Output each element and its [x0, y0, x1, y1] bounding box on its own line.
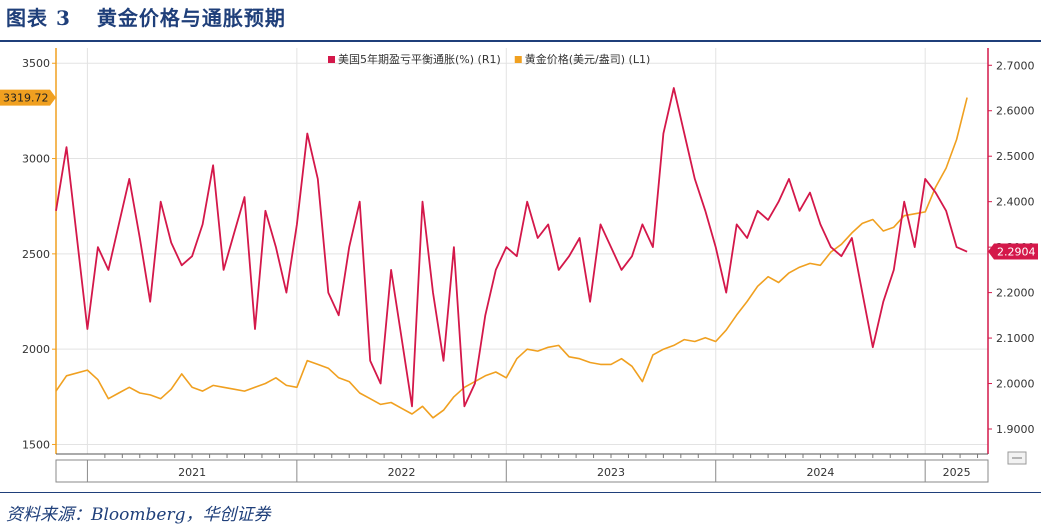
gold-last-value: 3319.72 — [3, 92, 49, 105]
right-tick-label: 2.2000 — [996, 287, 1035, 300]
right-tick-label: 2.5000 — [996, 150, 1035, 163]
left-axis: 1500 2000 2500 3000 3500 — [22, 48, 57, 454]
gold-price-line — [55, 97, 968, 419]
figure-number: 3 — [56, 6, 71, 30]
left-tick-label: 3000 — [22, 153, 50, 166]
left-tick-label: 1500 — [22, 438, 50, 451]
series-layer — [55, 87, 968, 419]
x-tick-label: 2022 — [388, 466, 416, 479]
right-tick-label: 2.1000 — [996, 332, 1035, 345]
source-note: 资料来源：Bloomberg，华创证券 — [6, 505, 271, 525]
inflation-last-value-tag — [988, 243, 1038, 260]
chart: 1500 2000 2500 3000 3500 1.9000 2.0000 2.1000 2… — [0, 48, 1038, 483]
left-tick-label: 2500 — [22, 248, 50, 261]
inflation-expectation-line — [55, 87, 968, 408]
x-tick-label: 2023 — [597, 466, 625, 479]
legend: 美国5年期盈亏平衡通胀(%) (R1) 黄金价格(美元/盎司) (L1) — [328, 52, 650, 66]
right-tick-label: 2.0000 — [996, 378, 1035, 391]
plot-area — [56, 48, 988, 464]
top-rule — [0, 40, 1041, 42]
x-tick-label: 2025 — [943, 466, 971, 479]
bottom-rule — [0, 492, 1041, 493]
grid — [56, 48, 988, 454]
x-tick-label: 2024 — [806, 466, 834, 479]
right-tick-label: 2.4000 — [996, 196, 1035, 209]
left-tick-label: 2000 — [22, 343, 50, 356]
right-tick-label: 2.6000 — [996, 105, 1035, 118]
figure-title-text: 黄金价格与通胀预期 — [96, 6, 286, 30]
x-axis: 2021 2022 2023 2024 2025 — [55, 453, 989, 483]
legend-swatch-inflation — [328, 56, 335, 63]
x-tick-label: 2021 — [178, 466, 206, 479]
figure-title: 图表 3 黄金价格与通胀预期 — [6, 2, 286, 31]
legend-swatch-gold — [514, 56, 522, 63]
left-tick-label: 3500 — [22, 57, 50, 70]
right-tick-label: 1.9000 — [996, 423, 1035, 436]
legend-label-inflation: 美国5年期盈亏平衡通胀(%) (R1) — [338, 52, 501, 66]
legend-label-gold: 黄金价格(美元/盎司) (L1) — [525, 52, 651, 66]
figure-label: 图表 — [6, 6, 48, 30]
gold-last-value-tag — [0, 89, 56, 106]
right-tick-label: 2.7000 — [996, 59, 1035, 72]
inflation-last-value: 2.2904 — [997, 246, 1036, 259]
value-tags: 3319.72 2.2904 — [0, 89, 1038, 260]
expand-icon[interactable] — [1007, 451, 1027, 465]
x-axis-band — [55, 459, 989, 483]
